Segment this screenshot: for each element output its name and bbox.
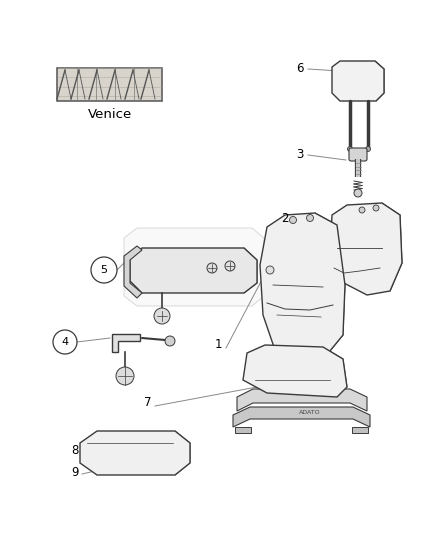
Polygon shape: [332, 61, 384, 101]
Text: 9: 9: [71, 465, 79, 479]
Polygon shape: [237, 389, 367, 411]
Circle shape: [307, 214, 314, 222]
Polygon shape: [260, 213, 345, 360]
Polygon shape: [112, 334, 140, 352]
Circle shape: [91, 257, 117, 283]
Polygon shape: [330, 203, 402, 295]
Text: 5: 5: [100, 265, 107, 275]
FancyBboxPatch shape: [57, 68, 162, 101]
Circle shape: [165, 336, 175, 346]
Text: 7: 7: [144, 397, 152, 409]
Circle shape: [154, 308, 170, 324]
Polygon shape: [130, 248, 257, 293]
Text: 4: 4: [61, 337, 69, 347]
Polygon shape: [382, 203, 402, 291]
Polygon shape: [233, 407, 370, 427]
Circle shape: [365, 147, 371, 151]
Text: 6: 6: [296, 61, 304, 75]
Circle shape: [373, 205, 379, 211]
Text: ADATO: ADATO: [299, 410, 321, 416]
Polygon shape: [315, 213, 345, 357]
Circle shape: [354, 189, 362, 197]
Text: Venice: Venice: [88, 109, 132, 122]
Polygon shape: [244, 248, 257, 293]
Circle shape: [116, 367, 134, 385]
Circle shape: [225, 261, 235, 271]
FancyBboxPatch shape: [352, 427, 368, 433]
Polygon shape: [243, 345, 347, 397]
Polygon shape: [323, 347, 347, 397]
Polygon shape: [80, 431, 190, 475]
Circle shape: [290, 216, 297, 223]
Text: 2: 2: [281, 212, 289, 224]
Circle shape: [207, 263, 217, 273]
Circle shape: [359, 207, 365, 213]
Circle shape: [53, 330, 77, 354]
Polygon shape: [124, 228, 264, 306]
Polygon shape: [375, 61, 384, 101]
Polygon shape: [175, 431, 190, 475]
Circle shape: [347, 147, 353, 151]
Text: 1: 1: [214, 338, 222, 351]
FancyBboxPatch shape: [235, 427, 251, 433]
FancyBboxPatch shape: [349, 148, 367, 161]
Text: 3: 3: [297, 149, 304, 161]
Circle shape: [266, 266, 274, 274]
Text: 8: 8: [71, 443, 79, 456]
Polygon shape: [124, 246, 142, 298]
